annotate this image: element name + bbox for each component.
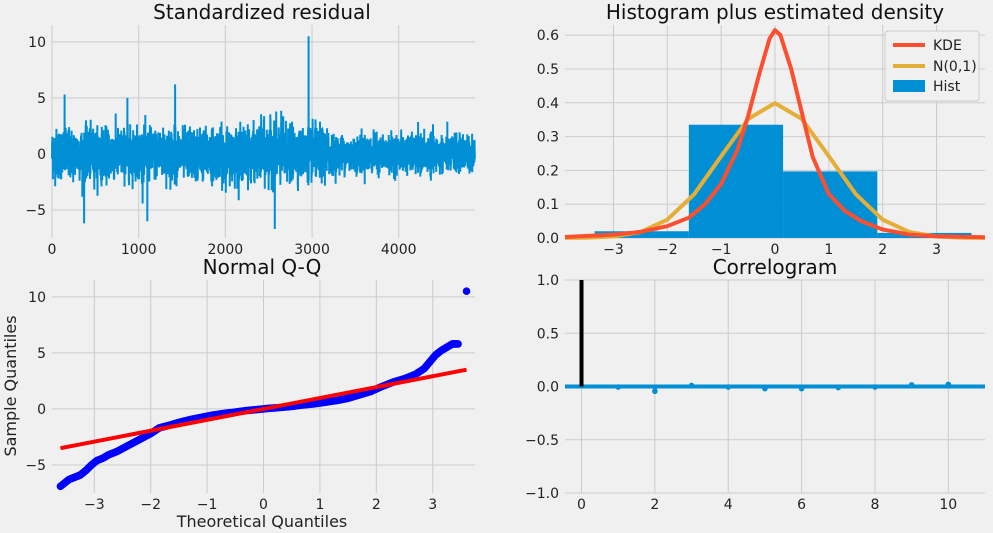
qq-plot: Normal Q-Q Theoretical Quantiles Sample …	[1, 255, 475, 531]
acf-marker	[908, 382, 915, 388]
residual-series-line	[51, 36, 476, 230]
histogram-xtick-label: 0	[771, 242, 780, 258]
residual-ytick-label: 0	[37, 147, 46, 163]
qq-ytick-label: 0	[37, 402, 46, 418]
qq-xtick-label: 2	[372, 497, 381, 513]
histogram-xtick-label: −2	[657, 242, 678, 258]
kde-line	[564, 28, 986, 240]
residual-ytick-label: −5	[25, 203, 46, 219]
correlogram-ytick-label: −1.0	[525, 486, 559, 502]
histogram-ytick-label: 0.2	[537, 163, 559, 179]
correlogram-xtick-label: 8	[870, 497, 879, 513]
correlogram-xtick-label: 0	[577, 497, 586, 513]
qq-xtick-label: −1	[197, 497, 218, 513]
histogram-xtick-label: 3	[932, 242, 941, 258]
correlogram-plot: Correlogram 0 2 4 6 8 10 −1.0 −0.5 0.0 0.5 1.0	[525, 255, 985, 513]
qq-point	[454, 340, 462, 348]
acf-marker	[762, 385, 768, 392]
histogram-xtick-label: 2	[878, 242, 887, 258]
acf-marker	[945, 381, 952, 388]
histogram-xtick-label: 1	[824, 242, 833, 258]
qq-ytick-label: −5	[25, 458, 46, 474]
legend-normal-label: N(0,1)	[933, 59, 977, 75]
residual-plot: Standardized residual 0 1000 2000 3000 4000 −…	[25, 0, 476, 258]
histogram-title: Histogram plus estimated density	[606, 0, 944, 24]
correlogram-xtick-label: 10	[939, 497, 957, 513]
residual-title: Standardized residual	[153, 0, 371, 24]
acf-marker	[798, 385, 805, 392]
acf-marker	[725, 384, 732, 390]
correlogram-xtick-label: 6	[797, 497, 806, 513]
residual-ytick-label: 5	[37, 91, 46, 107]
histogram-xtick-label: −3	[603, 242, 624, 258]
residual-xtick-label: 1000	[121, 242, 157, 258]
correlogram-title: Correlogram	[713, 255, 838, 279]
legend-hist-label: Hist	[933, 79, 961, 95]
qq-xtick-label: 3	[428, 497, 437, 513]
legend-hist-swatch	[893, 80, 925, 92]
residual-ytick-label: 10	[28, 35, 46, 51]
correlogram-ytick-label: −0.5	[525, 433, 559, 449]
correlogram-ytick-label: 0.5	[537, 326, 559, 342]
qq-xtick-label: 1	[315, 497, 324, 513]
qq-point	[462, 287, 471, 296]
histogram-ytick-label: 0.6	[537, 28, 559, 44]
histogram-plot: Histogram plus estimated density −3 −2 −1 0…	[537, 0, 986, 258]
histogram-legend: KDE N(0,1) Hist	[884, 30, 980, 102]
residual-xtick-label: 4000	[381, 242, 417, 258]
histogram-ytick-label: 0.4	[537, 96, 559, 112]
qq-xtick-label: −3	[84, 497, 105, 513]
acf-marker	[615, 384, 621, 390]
residual-xtick-label: 0	[48, 242, 57, 258]
qq-xlabel: Theoretical Quantiles	[176, 512, 348, 531]
histogram-ytick-label: 0.5	[537, 62, 559, 78]
acf-marker	[872, 384, 878, 390]
legend-kde-label: KDE	[933, 38, 962, 54]
qq-ytick-label: 5	[37, 346, 46, 362]
acf-marker	[835, 384, 842, 391]
histogram-ytick-label: 0.0	[537, 231, 559, 247]
correlogram-xtick-label: 4	[724, 497, 733, 513]
acf-marker	[688, 382, 695, 389]
histogram-bar	[783, 171, 878, 238]
residual-xtick-label: 2000	[208, 242, 244, 258]
qq-reference-line	[60, 367, 467, 451]
residual-xtick-label: 3000	[294, 242, 330, 258]
qq-title: Normal Q-Q	[203, 255, 322, 279]
qq-ylabel: Sample Quantiles	[1, 315, 20, 456]
qq-ytick-label: 10	[28, 290, 46, 306]
histogram-ytick-label: 0.1	[537, 197, 559, 213]
histogram-bar	[594, 231, 689, 238]
qq-xtick-label: −2	[140, 497, 161, 513]
acf-marker	[652, 388, 658, 395]
qq-xtick-label: 0	[259, 497, 268, 513]
correlogram-ytick-label: 1.0	[537, 273, 559, 289]
histogram-xtick-label: −1	[711, 242, 732, 258]
histogram-ytick-label: 0.3	[537, 130, 559, 146]
correlogram-xtick-label: 2	[650, 497, 659, 513]
correlogram-ytick-label: 0.0	[537, 380, 559, 396]
